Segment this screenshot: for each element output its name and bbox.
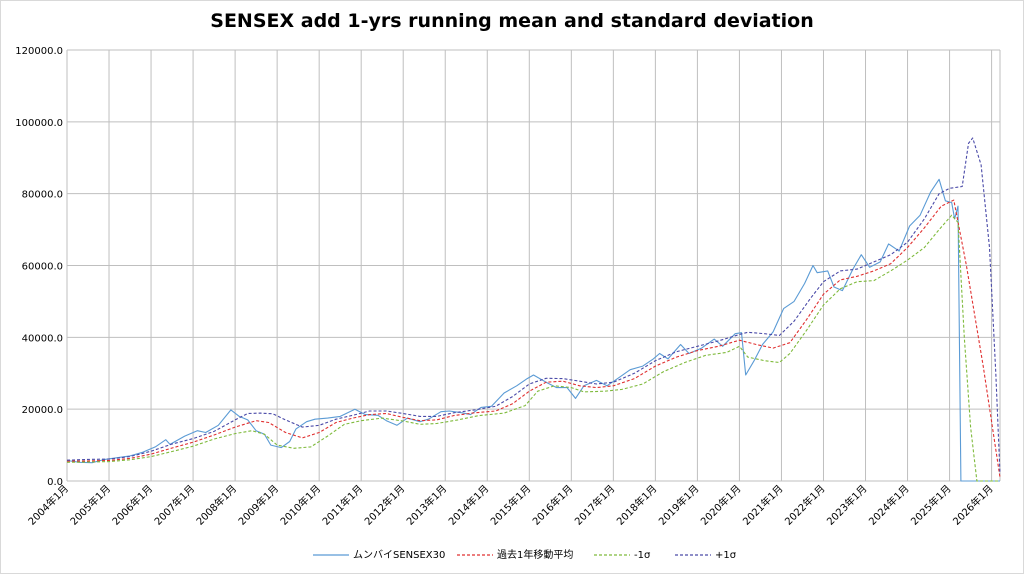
y-tick-label: 20000.0 xyxy=(22,405,63,416)
x-tick-label: 2025年1月 xyxy=(908,482,954,528)
x-tick-label: 2006年1月 xyxy=(109,482,155,528)
x-tick-label: 2008年1月 xyxy=(193,482,239,528)
series-line-4 xyxy=(66,137,1001,474)
x-tick-label: 2024年1月 xyxy=(866,482,912,528)
x-tick-label: 2004年1月 xyxy=(25,482,71,528)
legend-label: +1σ xyxy=(715,550,737,561)
series-line-1 xyxy=(66,178,1000,482)
y-tick-label: 100000.0 xyxy=(15,118,63,129)
y-tick-label: 40000.0 xyxy=(22,333,63,344)
x-tick-label: 2015年1月 xyxy=(488,482,534,528)
x-tick-label: 2010年1月 xyxy=(277,482,323,528)
x-tick-label: 2022年1月 xyxy=(782,482,828,528)
x-tick-label: 2014年1月 xyxy=(446,482,492,528)
x-tick-label: 2016年1月 xyxy=(530,482,576,528)
x-tick-label: 2013年1月 xyxy=(404,482,450,528)
x-tick-label: 2026年1月 xyxy=(950,482,996,528)
legend-label: 過去1年移動平均 xyxy=(497,548,573,561)
x-tick-label: 2021年1月 xyxy=(740,482,786,528)
y-tick-label: 60000.0 xyxy=(22,262,63,273)
x-tick-label: 2011年1月 xyxy=(319,482,365,528)
legend-label: -1σ xyxy=(634,550,651,561)
y-tick-label: 0.0 xyxy=(47,477,63,488)
x-tick-label: 2018年1月 xyxy=(614,482,660,528)
y-tick-label: 80000.0 xyxy=(22,190,63,201)
x-tick-label: 2020年1月 xyxy=(698,482,744,528)
chart-title: SENSEX add 1-yrs running mean and standa… xyxy=(210,10,814,32)
x-tick-label: 2019年1月 xyxy=(656,482,702,528)
y-tick-label: 120000.0 xyxy=(15,46,63,57)
x-tick-label: 2017年1月 xyxy=(572,482,618,528)
series-line-3 xyxy=(66,214,1000,482)
x-tick-label: 2009年1月 xyxy=(235,482,281,528)
x-tick-label: 2007年1月 xyxy=(151,482,197,528)
x-tick-label: 2012年1月 xyxy=(362,482,408,528)
x-tick-label: 2023年1月 xyxy=(824,482,870,528)
series-line-2 xyxy=(66,199,1001,478)
x-tick-label: 2005年1月 xyxy=(67,482,113,528)
legend-label: ムンバイSENSEX30 xyxy=(353,549,445,561)
